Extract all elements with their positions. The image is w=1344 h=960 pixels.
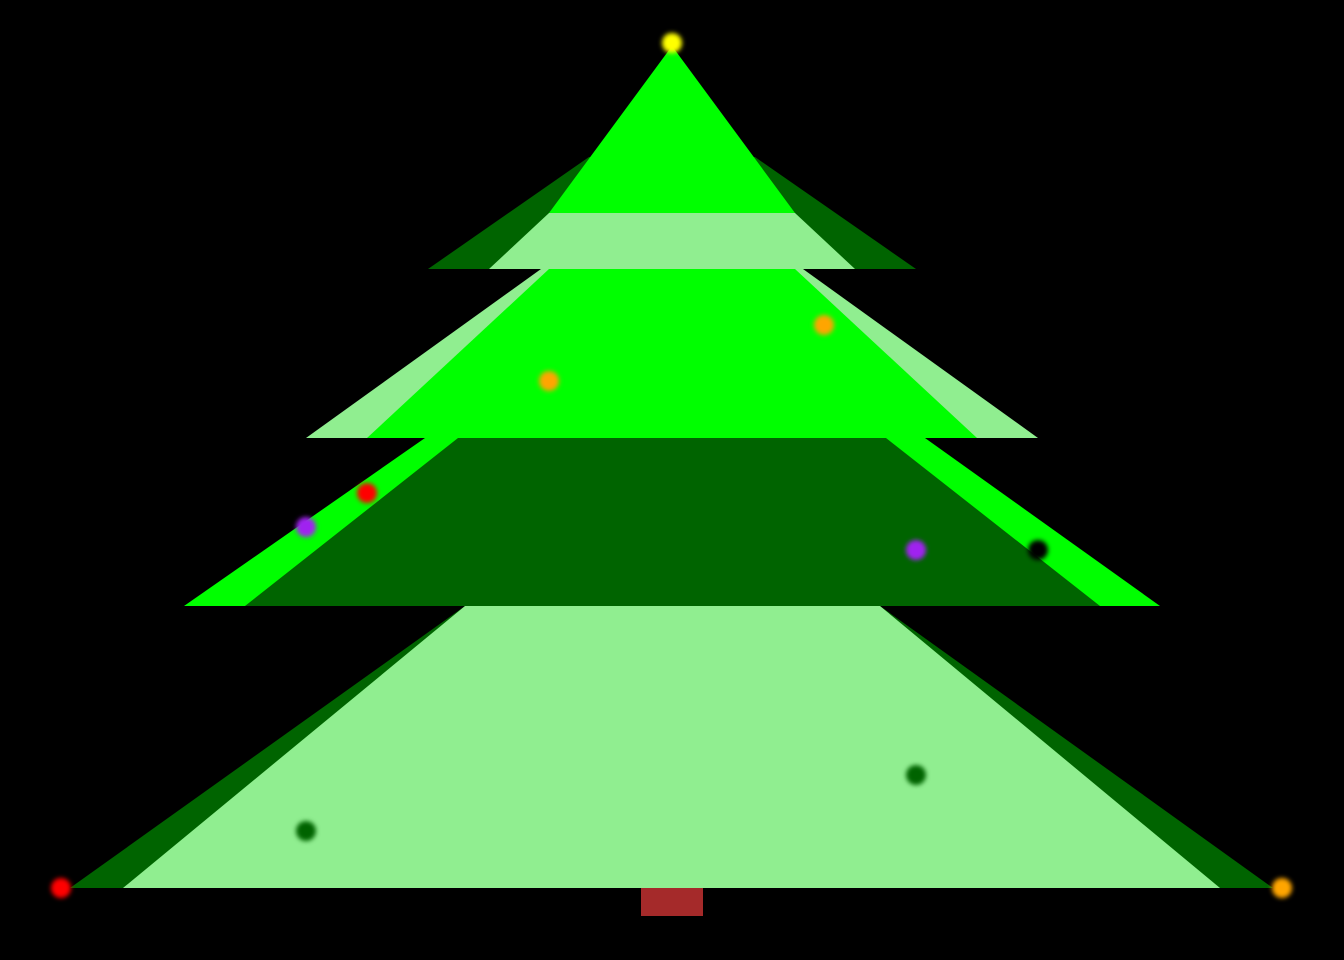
ornament-star-top xyxy=(662,33,682,53)
ornament-orange xyxy=(1272,878,1292,898)
tree-trunk xyxy=(641,888,703,916)
ornaments xyxy=(51,33,1292,898)
tree-tier-bottom-inner xyxy=(123,606,1220,888)
ornament-dark-green xyxy=(296,821,316,841)
ornament-orange xyxy=(814,315,834,335)
tree-peak xyxy=(549,46,795,213)
ornament-red xyxy=(51,878,71,898)
ornament-orange xyxy=(539,371,559,391)
ornament-purple xyxy=(906,540,926,560)
ornament-dark-green xyxy=(906,765,926,785)
tree-tier-2-inner xyxy=(367,269,977,438)
tree xyxy=(70,46,1273,916)
ornament-black xyxy=(1028,540,1048,560)
tree-tier-top-inner xyxy=(489,213,855,269)
ornament-red xyxy=(357,483,377,503)
tree-tier-3-inner xyxy=(245,438,1100,606)
ornament-purple xyxy=(296,517,316,537)
